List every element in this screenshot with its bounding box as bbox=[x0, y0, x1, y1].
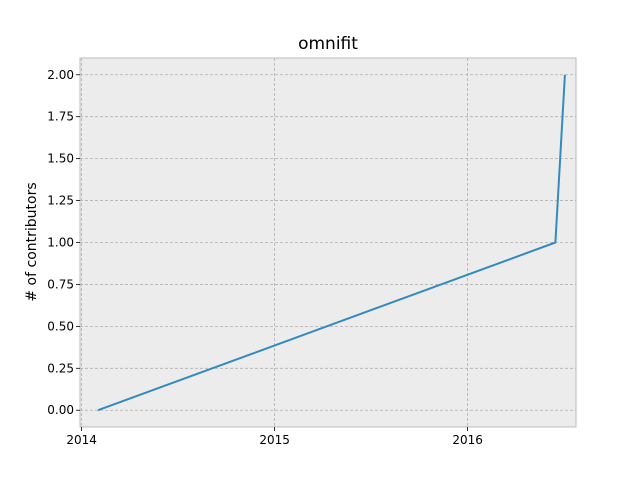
y-tick-label: 1.50 bbox=[47, 152, 74, 166]
axis-ticks: 0.00 0.25 0.50 0.75 1.00 1.25 1.50 1.75 2.00 2014… bbox=[47, 68, 483, 447]
series-layer bbox=[97, 74, 566, 412]
x-tick-label: 2015 bbox=[259, 433, 290, 447]
y-tick-label: 2.00 bbox=[47, 68, 74, 82]
x-tick-label: 2016 bbox=[452, 433, 483, 447]
y-tick-label: 0.75 bbox=[47, 277, 74, 291]
y-tick-label: 1.25 bbox=[47, 194, 74, 208]
y-tick-label: 1.75 bbox=[47, 110, 74, 124]
y-tick-label: 0.50 bbox=[47, 319, 74, 333]
grid bbox=[80, 58, 576, 427]
y-tick-label: 0.25 bbox=[47, 361, 74, 375]
series-line bbox=[97, 74, 566, 412]
y-axis-label: # of contributors bbox=[24, 182, 40, 301]
y-tick-label: 0.00 bbox=[47, 403, 74, 417]
chart-title: omnifit bbox=[298, 34, 358, 54]
x-tick-label: 2014 bbox=[66, 433, 97, 447]
y-tick-label: 1.00 bbox=[47, 236, 74, 250]
